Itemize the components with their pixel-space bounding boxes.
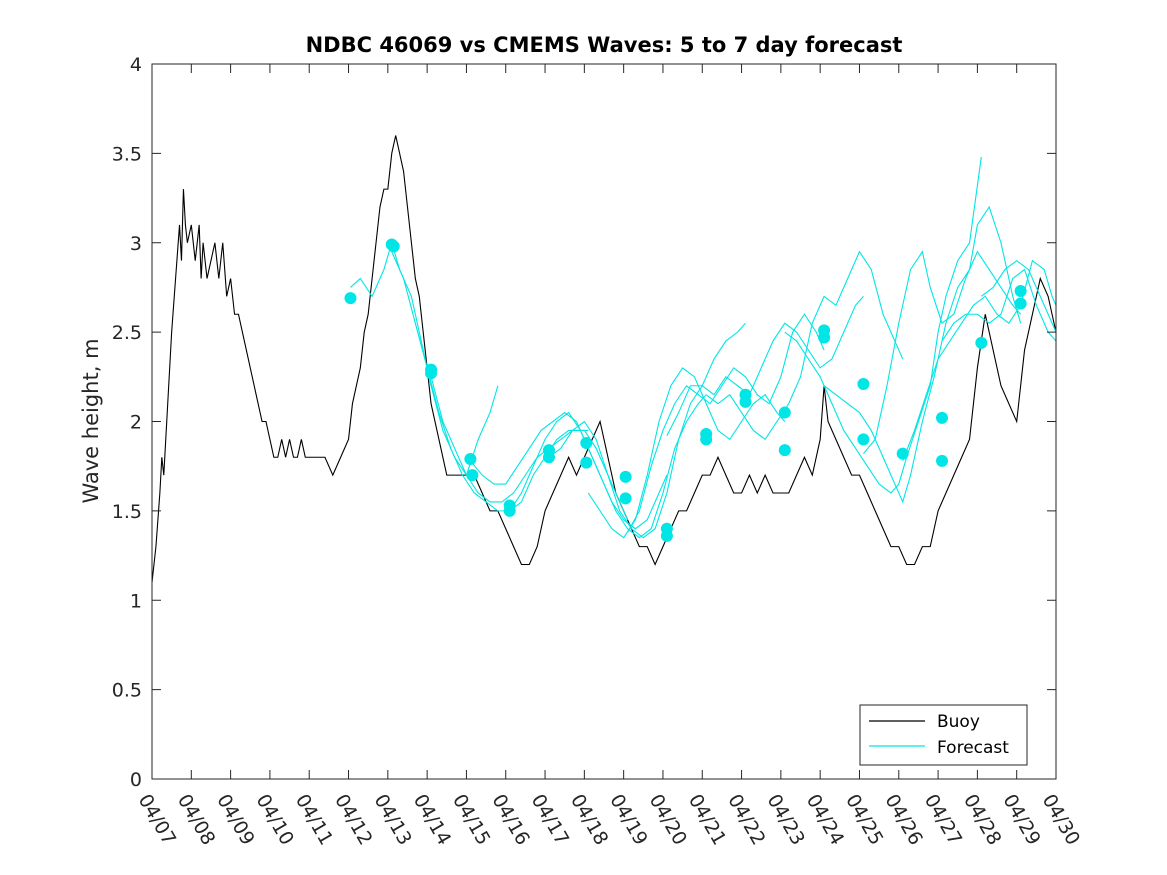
series-line-forecast-9 — [666, 296, 864, 437]
series-line-forecast-1 — [350, 240, 499, 477]
forecast-marker-6 — [464, 453, 477, 466]
series-line-forecast-8 — [627, 313, 825, 533]
forecast-marker-15 — [619, 492, 632, 505]
forecast-marker-19 — [700, 433, 713, 446]
chart-title: NDBC 46069 vs CMEMS Waves: 5 to 7 day fo… — [306, 33, 903, 57]
forecast-marker-29 — [936, 411, 949, 424]
y-tick-label: 1.5 — [112, 501, 142, 523]
y-tick-label: 2.5 — [112, 322, 142, 344]
forecast-marker-28 — [896, 447, 909, 460]
forecast-marker-13 — [580, 456, 593, 469]
forecast-marker-26 — [857, 377, 870, 390]
forecast-marker-27 — [857, 433, 870, 446]
y-tick-label: 4 — [130, 54, 142, 76]
forecast-marker-7 — [466, 469, 479, 482]
legend-label-buoy: Buoy — [937, 712, 980, 732]
forecast-marker-14 — [619, 470, 632, 483]
y-axis-label: Wave height, m — [79, 338, 103, 503]
y-tick-label: 2 — [130, 412, 142, 434]
series-line-forecast-2 — [391, 251, 589, 512]
forecast-marker-22 — [778, 406, 791, 419]
forecast-marker-11 — [542, 451, 555, 464]
y-tick-label: 3 — [130, 233, 142, 255]
y-tick-label: 0 — [130, 769, 142, 791]
forecast-marker-12 — [580, 436, 593, 449]
forecast-marker-1 — [344, 292, 357, 305]
series-line-forecast-10 — [705, 250, 904, 441]
forecast-marker-21 — [739, 395, 752, 408]
forecast-marker-17 — [660, 529, 673, 542]
forecast-marker-30 — [936, 454, 949, 467]
series-line-forecast-14 — [902, 259, 1056, 462]
forecast-marker-5 — [425, 367, 438, 380]
y-tick-label: 1 — [130, 590, 142, 612]
series-line-forecast-7 — [587, 367, 786, 539]
series-line-forecast-4 — [469, 411, 668, 530]
forecast-marker-31 — [975, 336, 988, 349]
series-line-forecast-5 — [509, 394, 707, 539]
series-line-forecast-16 — [980, 259, 1056, 333]
forecast-marker-25 — [818, 331, 831, 344]
legend: Buoy Forecast — [859, 704, 1028, 766]
series-line-forecast-6 — [548, 322, 746, 539]
legend-label-forecast: Forecast — [937, 738, 1009, 758]
series-line-forecast-12 — [823, 205, 1022, 504]
y-tick-label: 3.5 — [112, 143, 142, 165]
series-line-forecast-3 — [430, 376, 629, 521]
forecast-marker-23 — [778, 444, 791, 457]
series-line-forecast-15 — [941, 268, 1056, 342]
forecast-marker-3 — [387, 240, 400, 253]
forecast-marker-9 — [503, 504, 516, 517]
forecast-marker-32 — [1014, 285, 1027, 298]
series-line-forecast-11 — [784, 156, 982, 494]
forecast-marker-33 — [1014, 297, 1027, 310]
y-tick-label: 0.5 — [112, 680, 142, 702]
